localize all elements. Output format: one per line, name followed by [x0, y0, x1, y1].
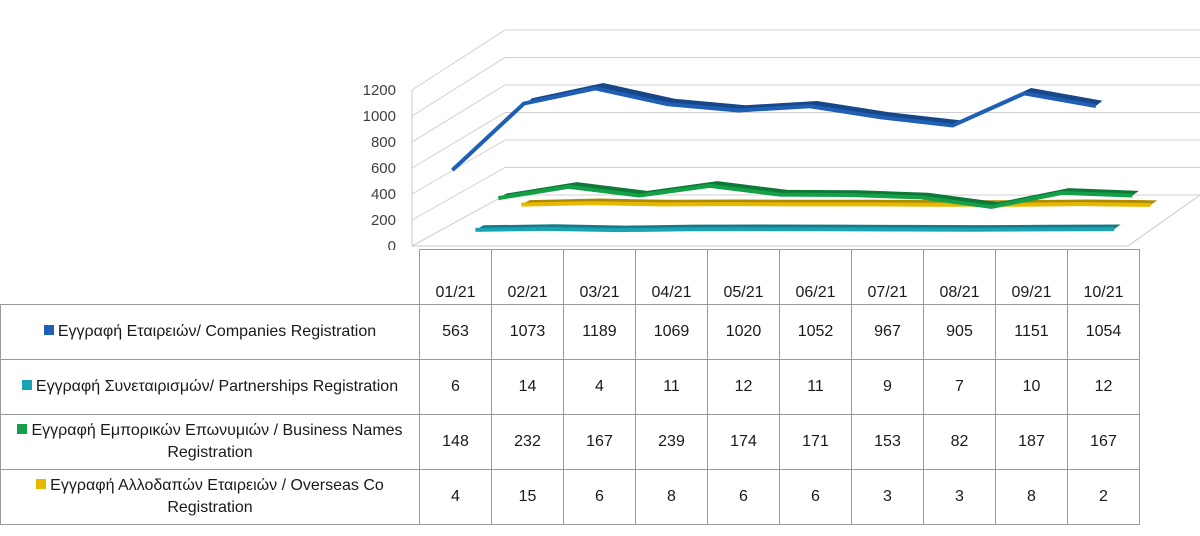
- legend-swatch: [21, 380, 32, 390]
- legend-label: Εγγραφή Εταιρειών/ Companies Registratio…: [57, 323, 377, 340]
- data-label: 153: [851, 414, 924, 470]
- data-label: 174: [707, 414, 780, 470]
- series-line-front-1: [475, 226, 1115, 233]
- data-label: 6: [419, 359, 492, 415]
- y-axis-ticks: 0 200 400 600 800 1000 1200: [363, 82, 396, 250]
- x-tick-label: 05/21: [707, 249, 780, 305]
- y-tick-label: 400: [371, 186, 396, 203]
- data-label: 4: [419, 469, 492, 525]
- data-label: 10: [995, 359, 1068, 415]
- legend-label: Εγγραφή Αλλοδαπών Εταιρειών / Overseas C…: [50, 477, 384, 516]
- data-label: 12: [707, 359, 780, 415]
- series-line-2: [498, 181, 1139, 209]
- data-label: 167: [563, 414, 636, 470]
- data-label: 4: [563, 359, 636, 415]
- table-corner: [0, 249, 420, 305]
- series-ribbon-0: [452, 83, 1103, 171]
- legend-entry: Εγγραφή Εταιρειών/ Companies Registratio…: [0, 304, 420, 360]
- data-label: 563: [419, 304, 492, 360]
- data-label: 1189: [563, 304, 636, 360]
- legend-entry: Εγγραφή Αλλοδαπών Εταιρειών / Overseas C…: [0, 469, 420, 525]
- gridline: [411, 29, 1200, 91]
- data-label: 15: [491, 469, 564, 525]
- series-lines: [451, 83, 1158, 233]
- series-line-front-3: [521, 201, 1151, 207]
- data-label: 1151: [995, 304, 1068, 360]
- series-line-front-0: [451, 86, 1097, 172]
- floor-edge: [412, 194, 1200, 247]
- data-label: 2: [1067, 469, 1140, 525]
- x-tick-label: 04/21: [635, 249, 708, 305]
- data-label: 967: [851, 304, 924, 360]
- table-row: Εγγραφή Εταιρειών/ Companies Registratio…: [0, 304, 1140, 360]
- data-label: 239: [635, 414, 708, 470]
- x-tick-label: 10/21: [1067, 249, 1140, 305]
- series-line-0: [451, 83, 1103, 172]
- data-label: 148: [419, 414, 492, 470]
- table-row: Εγγραφή Αλλοδαπών Εταιρειών / Overseas C…: [0, 469, 1140, 525]
- data-label: 6: [563, 469, 636, 525]
- table-header-row: 01/21 02/21 03/21 04/21 05/21 06/21 07/21 08/21…: [0, 249, 1140, 305]
- table-row: Εγγραφή Συνεταιρισμών/ Partnerships Regi…: [0, 359, 1140, 415]
- y-tick-label: 1000: [363, 108, 396, 125]
- data-label: 6: [779, 469, 852, 525]
- series-line-1: [475, 224, 1121, 233]
- chart-walls: [411, 29, 1200, 247]
- chart-area: 0 200 400 600 800 1000 1200: [363, 29, 1200, 250]
- x-tick-label: 06/21: [779, 249, 852, 305]
- data-label: 82: [923, 414, 996, 470]
- y-tick-label: 800: [371, 134, 396, 151]
- data-label: 6: [707, 469, 780, 525]
- x-tick-label: 02/21: [491, 249, 564, 305]
- y-tick-label: 1200: [363, 82, 396, 99]
- data-label: 14: [491, 359, 564, 415]
- data-label: 232: [491, 414, 564, 470]
- data-label: 11: [779, 359, 852, 415]
- legend-swatch: [36, 479, 47, 489]
- legend-entry: Εγγραφή Συνεταιρισμών/ Partnerships Regi…: [0, 359, 420, 415]
- data-label: 8: [635, 469, 708, 525]
- data-label: 1052: [779, 304, 852, 360]
- gridline: [411, 84, 1200, 143]
- x-tick-label: 07/21: [851, 249, 924, 305]
- data-table: 01/21 02/21 03/21 04/21 05/21 06/21 07/21 08/21…: [0, 249, 1140, 525]
- data-label: 187: [995, 414, 1068, 470]
- x-tick-label: 08/21: [923, 249, 996, 305]
- gridline: [411, 139, 1200, 195]
- data-label: 8: [995, 469, 1068, 525]
- legend-entry: Εγγραφή Εμπορικών Επωνυμιών / Business N…: [0, 414, 420, 470]
- table-row: Εγγραφή Εμπορικών Επωνυμιών / Business N…: [0, 414, 1140, 470]
- data-label: 7: [923, 359, 996, 415]
- y-tick-label: 200: [371, 212, 396, 229]
- data-label: 3: [851, 469, 924, 525]
- series-line-3: [521, 198, 1158, 207]
- data-label: 171: [779, 414, 852, 470]
- legend-label: Εγγραφή Συνεταιρισμών/ Partnerships Regi…: [35, 378, 399, 395]
- x-tick-label: 01/21: [419, 249, 492, 305]
- legend-swatch: [43, 325, 54, 335]
- data-label: 905: [923, 304, 996, 360]
- data-label: 3: [923, 469, 996, 525]
- y-tick-label: 600: [371, 160, 396, 177]
- data-label: 11: [635, 359, 708, 415]
- gridline: [411, 167, 1200, 221]
- data-label: 1054: [1067, 304, 1140, 360]
- legend-swatch: [17, 424, 28, 434]
- data-label: 9: [851, 359, 924, 415]
- gridline: [411, 57, 1200, 117]
- data-label: 1020: [707, 304, 780, 360]
- x-tick-label: 03/21: [563, 249, 636, 305]
- x-tick-label: 09/21: [995, 249, 1068, 305]
- series-line-front-2: [498, 183, 1133, 209]
- data-label: 1069: [635, 304, 708, 360]
- data-label: 12: [1067, 359, 1140, 415]
- data-label: 1073: [491, 304, 564, 360]
- legend-label: Εγγραφή Εμπορικών Επωνυμιών / Business N…: [31, 422, 403, 461]
- gridline: [411, 112, 1200, 169]
- data-label: 167: [1067, 414, 1140, 470]
- y-tick-label: 0: [388, 238, 396, 250]
